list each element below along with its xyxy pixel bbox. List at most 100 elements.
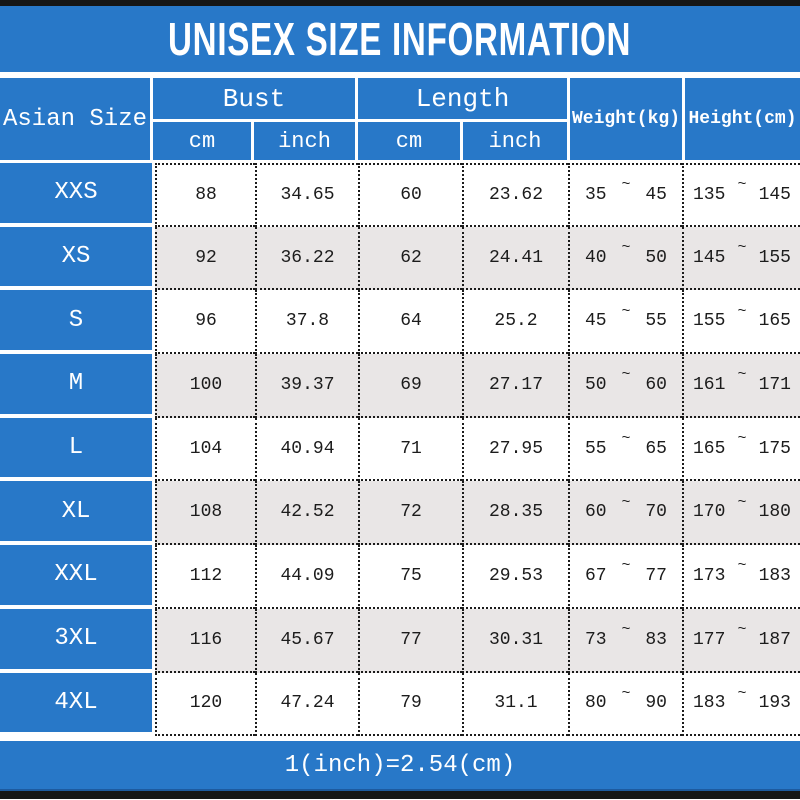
weight-range: 50 ~ 60 xyxy=(568,354,682,418)
bust-cm-value: 104 xyxy=(155,417,255,482)
bust-cm-value: 96 xyxy=(155,290,255,355)
range-tilde: ~ xyxy=(621,493,631,511)
bust-inch-value: 45.67 xyxy=(255,608,358,673)
weight-range: 60 ~ 70 xyxy=(568,481,682,546)
conversion-note-banner: 1(inch)=2.54(cm) xyxy=(0,741,800,792)
table-row: M 100 39.37 69 27.17 50 ~ 60 161 ~ 171 xyxy=(0,354,800,418)
weight-max-value: 77 xyxy=(645,565,667,586)
height-max-value: 193 xyxy=(758,693,791,714)
bust-inch-value: 37.8 xyxy=(255,290,358,355)
size-label: S xyxy=(0,290,155,355)
weight-min-value: 80 xyxy=(585,693,607,714)
height-min-value: 135 xyxy=(693,184,726,205)
table-row: L 104 40.94 71 27.95 55 ~ 65 165 ~ 175 xyxy=(0,417,800,482)
range-tilde: ~ xyxy=(621,430,631,448)
table-row: 4XL 120 47.24 79 31.1 80 ~ 90 183 ~ 193 xyxy=(0,672,800,737)
header-asian-size: Asian Size xyxy=(0,78,150,160)
height-min-value: 170 xyxy=(693,502,726,523)
length-cm-value: 69 xyxy=(358,354,462,418)
bust-inch-value: 42.52 xyxy=(255,481,358,546)
weight-max-value: 60 xyxy=(645,374,667,395)
length-cm-value: 71 xyxy=(358,417,462,482)
subheader-length-cm: cm xyxy=(358,122,460,160)
height-range: 173 ~ 183 xyxy=(682,545,800,609)
height-min-value: 165 xyxy=(693,438,726,459)
bottom-frame-bar xyxy=(0,791,800,800)
range-tilde: ~ xyxy=(737,557,747,575)
weight-max-value: 50 xyxy=(645,247,667,268)
bust-inch-value: 34.65 xyxy=(255,163,358,227)
subheader-length-inch: inch xyxy=(463,122,567,160)
size-label: 3XL xyxy=(0,608,155,673)
range-tilde: ~ xyxy=(621,684,631,702)
weight-min-value: 50 xyxy=(585,374,607,395)
weight-range: 35 ~ 45 xyxy=(568,163,682,227)
range-tilde: ~ xyxy=(621,176,631,194)
bust-inch-value: 47.24 xyxy=(255,672,358,737)
weight-min-value: 45 xyxy=(585,311,607,332)
height-max-value: 175 xyxy=(758,438,791,459)
length-inch-value: 23.62 xyxy=(462,163,568,227)
bust-cm-value: 108 xyxy=(155,481,255,546)
length-inch-value: 30.31 xyxy=(462,608,568,673)
height-range: 170 ~ 180 xyxy=(682,481,800,546)
table-row: XL 108 42.52 72 28.35 60 ~ 70 170 ~ 180 xyxy=(0,481,800,546)
subheader-bust-cm: cm xyxy=(153,122,251,160)
bust-cm-value: 100 xyxy=(155,354,255,418)
weight-range: 55 ~ 65 xyxy=(568,417,682,482)
length-inch-value: 29.53 xyxy=(462,545,568,609)
weight-max-value: 45 xyxy=(645,184,667,205)
length-cm-value: 64 xyxy=(358,290,462,355)
height-max-value: 165 xyxy=(758,311,791,332)
bust-cm-value: 112 xyxy=(155,545,255,609)
length-cm-value: 72 xyxy=(358,481,462,546)
header-height-cm: Height(cm) xyxy=(685,78,800,160)
height-range: 183 ~ 193 xyxy=(682,672,800,737)
title-banner: UNISEX SIZE INFORMATION xyxy=(0,6,800,72)
table-row: XXS 88 34.65 60 23.62 35 ~ 45 135 ~ 145 xyxy=(0,163,800,227)
top-frame-bar xyxy=(0,0,800,6)
header-bust-group: Bust xyxy=(153,78,355,119)
range-tilde: ~ xyxy=(737,430,747,448)
size-label: XS xyxy=(0,226,155,291)
length-inch-value: 28.35 xyxy=(462,481,568,546)
range-tilde: ~ xyxy=(737,684,747,702)
bust-cm-value: 120 xyxy=(155,672,255,737)
length-cm-value: 77 xyxy=(358,608,462,673)
weight-max-value: 65 xyxy=(645,438,667,459)
table-row: S 96 37.8 64 25.2 45 ~ 55 155 ~ 165 xyxy=(0,290,800,355)
conversion-note: 1(inch)=2.54(cm) xyxy=(284,751,516,779)
footer-divider xyxy=(0,736,800,742)
height-range: 161 ~ 171 xyxy=(682,354,800,418)
weight-max-value: 55 xyxy=(645,311,667,332)
range-tilde: ~ xyxy=(621,621,631,639)
height-min-value: 161 xyxy=(693,374,726,395)
height-range: 155 ~ 165 xyxy=(682,290,800,355)
length-cm-value: 62 xyxy=(358,226,462,291)
height-range: 165 ~ 175 xyxy=(682,417,800,482)
length-inch-value: 27.17 xyxy=(462,354,568,418)
size-label: M xyxy=(0,354,155,418)
title-divider xyxy=(0,72,800,78)
height-range: 135 ~ 145 xyxy=(682,163,800,227)
weight-min-value: 73 xyxy=(585,629,607,650)
height-max-value: 183 xyxy=(758,565,791,586)
header-weight-kg: Weight(kg) xyxy=(570,78,682,160)
height-min-value: 177 xyxy=(693,629,726,650)
bust-inch-value: 39.37 xyxy=(255,354,358,418)
size-label: 4XL xyxy=(0,672,155,737)
subheader-bust-inch: inch xyxy=(254,122,355,160)
size-label: XXS xyxy=(0,163,155,227)
table-row: XS 92 36.22 62 24.41 40 ~ 50 145 ~ 155 xyxy=(0,226,800,291)
bust-cm-value: 116 xyxy=(155,608,255,673)
table-row: XXL 112 44.09 75 29.53 67 ~ 77 173 ~ 183 xyxy=(0,545,800,609)
height-min-value: 183 xyxy=(693,693,726,714)
range-tilde: ~ xyxy=(621,302,631,320)
range-tilde: ~ xyxy=(737,621,747,639)
weight-min-value: 40 xyxy=(585,247,607,268)
range-tilde: ~ xyxy=(621,366,631,384)
weight-range: 40 ~ 50 xyxy=(568,226,682,291)
weight-max-value: 90 xyxy=(645,693,667,714)
weight-max-value: 83 xyxy=(645,629,667,650)
range-tilde: ~ xyxy=(737,493,747,511)
